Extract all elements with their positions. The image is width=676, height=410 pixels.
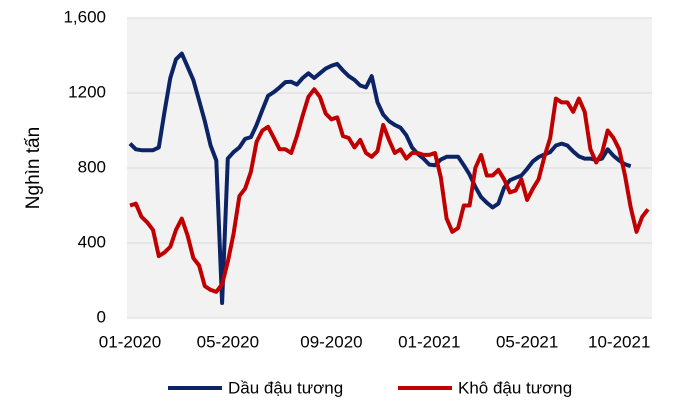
y-tick-label: 1200 [68,82,106,101]
y-tick-label: 800 [78,157,106,176]
x-tick-label: 09-2020 [300,332,362,351]
x-tick-label: 10-2021 [588,332,650,351]
series-line [129,87,650,294]
legend-label: Khô đậu tương [458,378,572,397]
y-tick-label: 0 [97,307,106,326]
y-axis-title: Nghìn tấn [23,127,44,209]
x-tick-label: 01-2021 [398,332,460,351]
x-tick-label: 05-2021 [496,332,558,351]
legend-label: Dầu đậu tương [228,378,343,397]
y-tick-label: 1,600 [63,7,106,26]
x-tick-label: 05-2020 [197,332,259,351]
x-tick-label: 01-2020 [99,332,161,351]
y-tick-label: 400 [78,232,106,251]
